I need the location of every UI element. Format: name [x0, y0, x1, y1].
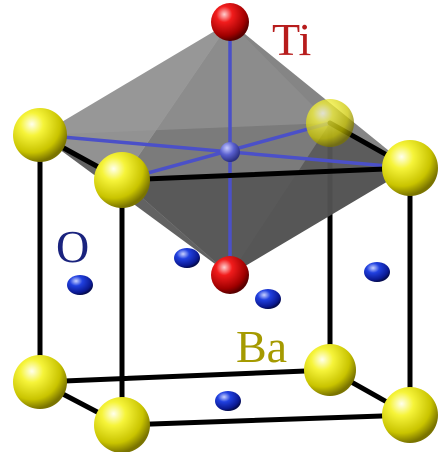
o-atom	[364, 262, 390, 282]
o-atoms	[67, 248, 390, 411]
ba-atom	[13, 108, 67, 162]
ba-atom	[382, 387, 438, 443]
o-atom	[67, 275, 93, 295]
ba-atom	[94, 152, 150, 208]
ba-atom	[382, 140, 438, 196]
o-label: O	[56, 221, 89, 272]
o-atom	[255, 289, 281, 309]
ti-atoms	[211, 3, 249, 294]
center-atom	[220, 142, 240, 162]
o-atom	[174, 248, 200, 268]
ti-label: Ti	[272, 14, 311, 65]
ba-label: Ba	[236, 321, 287, 372]
ba-atom	[306, 99, 354, 147]
ba-atom	[304, 344, 356, 396]
ti-atom-bottom	[211, 256, 249, 294]
ti-atom-top	[211, 3, 249, 41]
o-atom	[215, 391, 241, 411]
tio6-octahedron	[40, 22, 410, 275]
ba-atoms	[13, 99, 438, 452]
ba-atom	[13, 355, 67, 409]
ba-atom	[94, 397, 150, 452]
